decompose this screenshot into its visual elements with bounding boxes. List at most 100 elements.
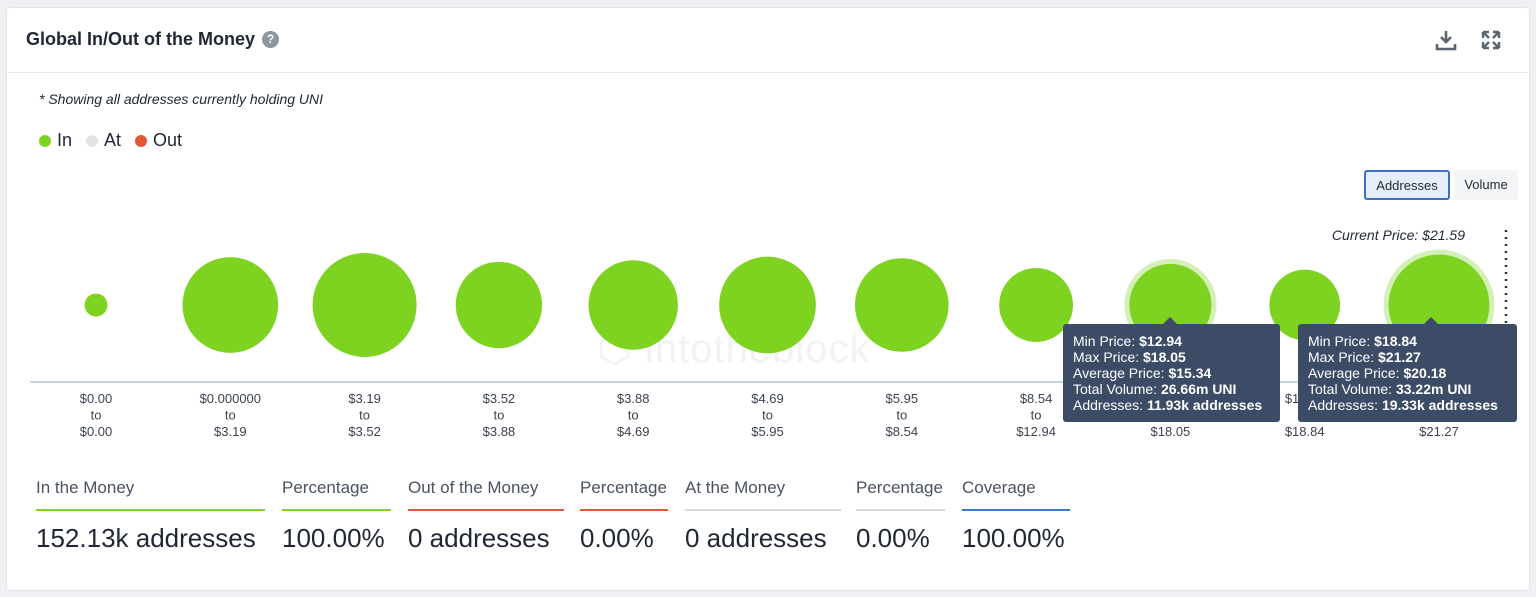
bubble-in-money[interactable] [84, 293, 108, 317]
legend-out-dot [135, 134, 148, 147]
stat-out-percentage: Percentage 0.00% [580, 478, 668, 554]
x-tick-label: $3.19 [214, 424, 247, 439]
tooltip-label: Min Price: [1073, 333, 1136, 349]
tooltip-row: Total Volume: 33.22m UNI [1308, 381, 1507, 397]
expand-icon[interactable] [1479, 28, 1503, 52]
x-tick-label: $4.69 [751, 391, 784, 406]
stat-value: 0.00% [856, 523, 930, 553]
legend-out-label: Out [153, 130, 183, 150]
card-title: Global In/Out of the Money [26, 29, 255, 49]
tooltip-value: 33.22m UNI [1395, 381, 1472, 397]
bubble-in-money[interactable] [719, 256, 816, 354]
x-tick-label: $0.000000 [200, 391, 261, 406]
stat-underline [856, 509, 945, 511]
bubble-in-money[interactable] [182, 257, 279, 353]
x-tick-label: $3.19 [348, 391, 381, 406]
tooltip-value: $21.27 [1378, 349, 1421, 365]
x-tick-label: $4.69 [617, 424, 650, 439]
tooltip-label: Average Price: [1073, 365, 1165, 381]
x-tick-label: to [359, 408, 370, 423]
stat-underline [282, 509, 391, 511]
tooltip-label: Min Price: [1308, 333, 1371, 349]
bubble-in-money[interactable] [999, 268, 1074, 342]
x-tick-label: $12.94 [1016, 424, 1056, 439]
stat-underline [962, 509, 1070, 511]
stat-value: 0.00% [580, 523, 654, 553]
tooltip-value: 26.66m UNI [1160, 381, 1237, 397]
tooltip-value: $20.18 [1403, 365, 1447, 381]
x-tick-label: to [91, 408, 102, 423]
tooltip-row: Addresses: 19.33k addresses [1308, 397, 1507, 413]
stat-value: 100.00% [282, 523, 385, 553]
stat-at-percentage: Percentage 0.00% [856, 478, 945, 554]
x-tick-label: $18.05 [1151, 424, 1191, 439]
stat-underline [685, 509, 841, 511]
x-tick-label: to [493, 408, 504, 423]
x-tick-label: $5.95 [751, 424, 784, 439]
bubble-in-money[interactable] [855, 258, 949, 352]
x-tick-label: $8.54 [886, 424, 919, 439]
tooltip-label: Average Price: [1308, 365, 1400, 381]
stat-label: Out of the Money [408, 478, 539, 497]
question-circle-icon[interactable]: ? [262, 31, 279, 48]
tooltip-row: Max Price: $21.27 [1308, 349, 1507, 365]
chart-legend: In At Out [39, 130, 182, 151]
stat-value: 0 addresses [685, 523, 827, 553]
current-price-label: Current Price: $21.59 [1332, 227, 1465, 243]
stat-value: 0 addresses [408, 523, 550, 553]
x-tick-label: $21.27 [1419, 424, 1459, 439]
tooltip-row: Average Price: $15.34 [1073, 365, 1270, 381]
tooltip-label: Total Volume: [1308, 381, 1393, 397]
x-tick-label: $3.88 [617, 391, 650, 406]
tooltip-label: Addresses: [1308, 397, 1379, 413]
iomap-card: Global In/Out of the Money ? * Showing a… [6, 7, 1530, 591]
download-icon[interactable] [1434, 28, 1458, 52]
stat-label: In the Money [36, 478, 135, 497]
stat-in-the-money: In the Money 152.13k addresses [36, 478, 265, 554]
x-tick-label: to [628, 408, 639, 423]
legend-in[interactable]: In [39, 130, 72, 151]
holders-note: * Showing all addresses currently holdin… [39, 91, 324, 107]
tooltip-value: 11.93k addresses [1146, 397, 1263, 413]
bubble-tooltip: Min Price: $18.84 Max Price: $21.27 Aver… [1298, 317, 1517, 422]
tooltip-row: Min Price: $12.94 [1073, 333, 1270, 349]
x-tick-label: $8.54 [1020, 391, 1053, 406]
stat-label: At the Money [685, 478, 786, 497]
bubble-in-money[interactable] [588, 260, 678, 350]
stat-at-the-money: At the Money 0 addresses [685, 478, 841, 554]
tooltip-row: Average Price: $20.18 [1308, 365, 1507, 381]
stat-underline [36, 509, 265, 511]
legend-out[interactable]: Out [135, 130, 182, 151]
bubble-in-money[interactable] [455, 261, 543, 349]
card-header: Global In/Out of the Money ? [7, 8, 1529, 73]
stat-in-percentage: Percentage 100.00% [282, 478, 391, 554]
tooltip-label: Max Price: [1073, 349, 1140, 365]
legend-at-label: At [104, 130, 122, 150]
tooltip-row: Max Price: $18.05 [1073, 349, 1270, 365]
legend-at[interactable]: At [86, 130, 121, 151]
x-tick-label: $3.88 [483, 424, 516, 439]
legend-in-label: In [57, 130, 73, 150]
x-tick-label: $0.00 [80, 424, 113, 439]
x-tick-label: $3.52 [348, 424, 381, 439]
legend-in-dot [39, 134, 51, 147]
bubble-in-money[interactable] [312, 253, 417, 357]
stat-underline [580, 509, 668, 511]
tooltip-label: Addresses: [1073, 397, 1144, 413]
tooltip-label: Total Volume: [1073, 381, 1158, 397]
tooltip-value: $18.84 [1374, 333, 1417, 349]
tooltip-value: $12.94 [1139, 333, 1182, 349]
x-tick-label: $3.52 [483, 391, 516, 406]
bubble-tooltip: Min Price: $12.94 Max Price: $18.05 Aver… [1063, 317, 1280, 422]
stat-value: 152.13k addresses [36, 523, 256, 553]
stat-label: Coverage [962, 478, 1036, 497]
addresses-toggle-button[interactable]: Addresses [1364, 170, 1450, 200]
x-tick-label: to [225, 408, 236, 423]
tooltip-value: 19.33k addresses [1381, 397, 1498, 413]
volume-toggle-button[interactable]: Volume [1454, 170, 1518, 200]
bubble-in-money[interactable] [1269, 269, 1341, 341]
stat-coverage: Coverage 100.00% [962, 478, 1070, 554]
x-tick-label: $18.84 [1285, 424, 1325, 439]
stat-label: Percentage [856, 478, 943, 497]
tooltip-label: Max Price: [1308, 349, 1375, 365]
